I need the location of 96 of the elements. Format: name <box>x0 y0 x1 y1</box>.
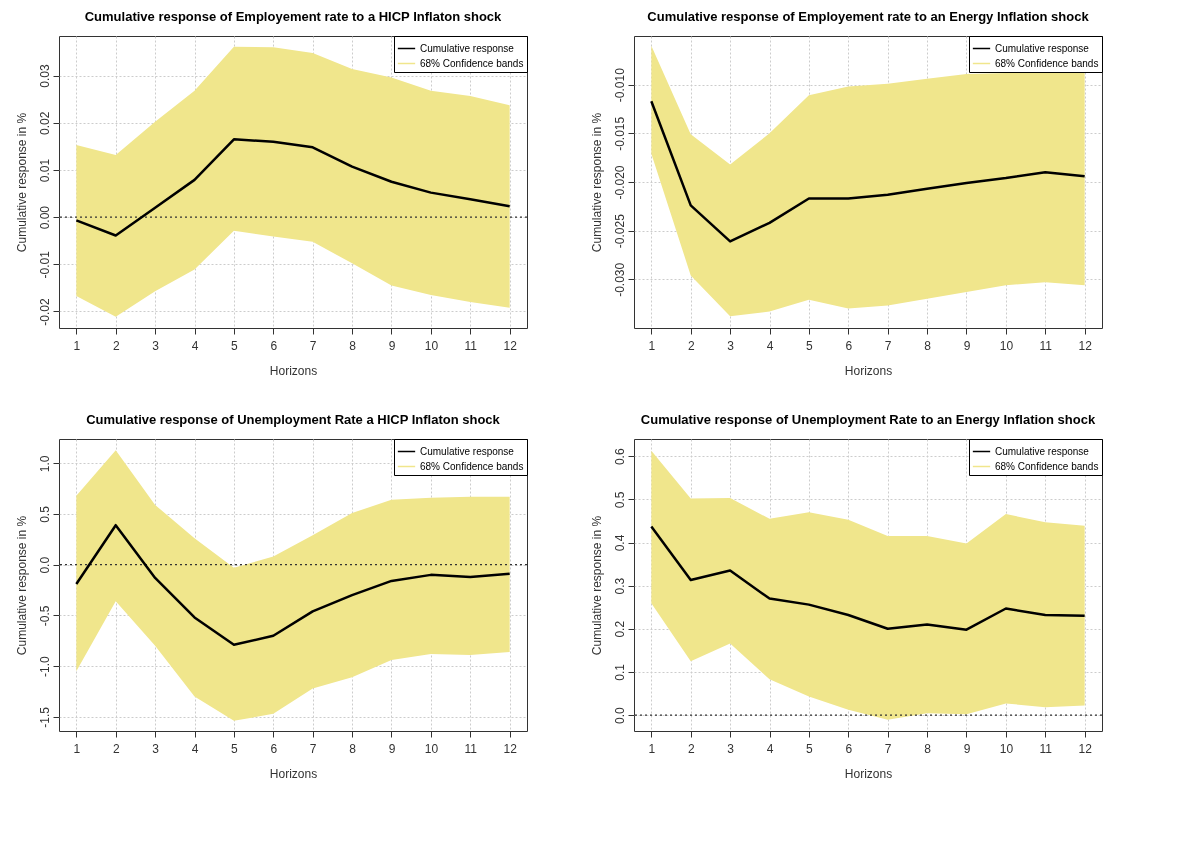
x-tick-label: 8 <box>924 338 932 353</box>
x-tick-label: 12 <box>503 338 518 353</box>
x-tick-label: 3 <box>727 741 735 756</box>
y-tick-label: -1.5 <box>37 706 52 728</box>
x-tick-label: 5 <box>231 338 239 353</box>
x-tick-label: 2 <box>687 741 695 756</box>
x-tick-label: 10 <box>999 741 1014 756</box>
x-tick-label: 12 <box>503 741 518 756</box>
annotation: 68% Confidence bands <box>995 57 1099 69</box>
y-tick-label: -0.025 <box>612 213 627 249</box>
x-tick-label: 4 <box>191 338 199 353</box>
x-tick-label: 9 <box>963 741 971 756</box>
x-tick-label: 11 <box>1039 741 1053 756</box>
x-tick-label: 11 <box>1039 338 1053 353</box>
y-tick-label: -0.020 <box>612 165 627 200</box>
x-tick-label: 5 <box>806 338 814 353</box>
y-tick-label: 0.03 <box>37 64 52 88</box>
x-tick-label: 2 <box>687 338 695 353</box>
y-tick-label: -0.030 <box>612 262 627 297</box>
x-axis-title: Horizons <box>844 766 893 781</box>
y-tick-label: 0.01 <box>37 158 52 183</box>
y-tick-label: -0.015 <box>612 116 627 151</box>
legend-label: Cumulative response <box>995 42 1090 54</box>
line-series <box>75 523 511 647</box>
chart-title: Cumulative response of Unemployment Rate to an Energy Inflation shock <box>640 411 1096 427</box>
x-tick-label: 9 <box>388 338 396 353</box>
x-tick-label: 8 <box>349 741 357 756</box>
x-tick-label: 6 <box>845 741 853 756</box>
x-tick-label: 1 <box>648 338 656 353</box>
x-tick-label: 4 <box>766 741 774 756</box>
x-tick-label: 2 <box>112 741 120 756</box>
x-tick-label: 12 <box>1078 338 1093 353</box>
x-tick-label: 3 <box>152 741 160 756</box>
x-tick-label: 7 <box>309 741 317 756</box>
chart-title: Cumulative response of Unemployment Rate a HICP Inflaton shock <box>86 411 501 427</box>
x-tick-label: 7 <box>309 338 317 353</box>
y-axis-title: Cumulative response in % <box>589 515 604 656</box>
y-axis-title: Cumulative response in % <box>589 112 604 253</box>
chart-title: Cumulative response of Employement rate to a HICP Inflaton shock <box>84 8 503 24</box>
y-tick-label: 0.02 <box>37 111 52 135</box>
line-series <box>650 525 1086 631</box>
x-tick-label: 10 <box>424 741 439 756</box>
x-tick-label: 8 <box>924 741 932 756</box>
x-tick-label: 9 <box>963 338 971 353</box>
x-tick-label: 5 <box>231 741 239 756</box>
x-tick-label: 11 <box>464 741 478 756</box>
y-tick-label: -0.02 <box>37 297 52 326</box>
y-tick-label: 0.3 <box>612 577 627 595</box>
x-tick-label: 4 <box>191 741 199 756</box>
x-tick-label: 9 <box>388 741 396 756</box>
chart-title: Cumulative response of Employement rate to an Energy Inflation shock <box>647 8 1090 24</box>
y-tick-label: -1.0 <box>37 655 52 677</box>
x-tick-label: 11 <box>464 338 478 353</box>
y-axis-title: Cumulative response in % <box>14 515 29 656</box>
annotation: 68% Confidence bands <box>420 460 524 472</box>
y-tick-label: 1.0 <box>37 455 52 473</box>
annotation: 68% Confidence bands <box>420 57 524 69</box>
x-tick-label: 3 <box>727 338 735 353</box>
x-axis-title: Horizons <box>269 766 318 781</box>
x-axis-title: Horizons <box>269 363 318 378</box>
legend-label: Cumulative response <box>420 42 515 54</box>
annotation: 68% Confidence bands <box>995 460 1099 472</box>
x-tick-label: 2 <box>112 338 120 353</box>
x-tick-label: 6 <box>270 741 278 756</box>
y-tick-label: 0.2 <box>612 620 627 638</box>
x-tick-label: 5 <box>806 741 814 756</box>
x-tick-label: 1 <box>73 741 81 756</box>
x-tick-label: 10 <box>999 338 1014 353</box>
x-tick-label: 7 <box>884 338 892 353</box>
y-tick-label: 0.0 <box>612 706 627 724</box>
y-axis-title: Cumulative response in % <box>14 112 29 253</box>
x-tick-label: 1 <box>73 338 81 353</box>
line-series <box>75 138 511 237</box>
y-tick-label: 0.6 <box>612 448 627 466</box>
x-tick-label: 4 <box>766 338 774 353</box>
y-tick-label: 0.4 <box>612 534 627 552</box>
legend-label: Cumulative response <box>995 445 1090 457</box>
x-tick-label: 10 <box>424 338 439 353</box>
x-tick-label: 12 <box>1078 741 1093 756</box>
x-tick-label: 6 <box>270 338 278 353</box>
legend-label: Cumulative response <box>420 445 515 457</box>
y-tick-label: 0.00 <box>37 205 52 230</box>
x-tick-label: 7 <box>884 741 892 756</box>
y-tick-label: 0.0 <box>37 556 52 574</box>
y-tick-label: 0.5 <box>37 505 52 523</box>
x-tick-label: 1 <box>648 741 656 756</box>
line-series <box>650 99 1086 243</box>
y-tick-label: -0.010 <box>612 67 627 103</box>
x-tick-label: 8 <box>349 338 357 353</box>
y-tick-label: -0.01 <box>37 250 52 279</box>
y-tick-label: 0.1 <box>612 663 627 681</box>
x-tick-label: 6 <box>845 338 853 353</box>
y-tick-label: 0.5 <box>612 491 627 509</box>
x-tick-label: 3 <box>152 338 160 353</box>
x-axis-title: Horizons <box>844 363 893 378</box>
y-tick-label: -0.5 <box>37 605 52 627</box>
